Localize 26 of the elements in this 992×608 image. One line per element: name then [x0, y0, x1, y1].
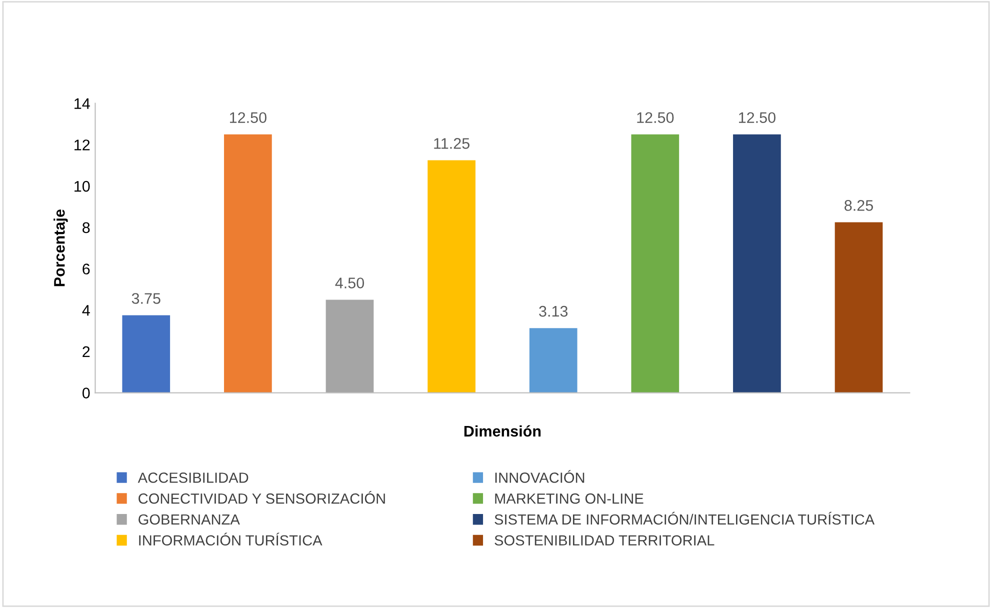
y-tick-label: 4 — [82, 305, 90, 316]
y-tick-label: 2 — [82, 346, 90, 357]
data-label: 12.50 — [739, 112, 776, 124]
data-label: 12.50 — [230, 112, 266, 124]
y-axis-title: Porcentaje — [54, 210, 68, 286]
y-tick-label: 12 — [74, 140, 90, 150]
data-label: 3.13 — [539, 306, 568, 317]
x-axis-title: Dimensión — [464, 425, 541, 437]
data-label: 3.75 — [132, 293, 160, 304]
legend-label: SOSTENIBILIDAD TERRITORIAL — [494, 535, 714, 546]
data-label: 8.25 — [844, 200, 873, 211]
y-tick-label: 14 — [74, 98, 90, 109]
data-label: 12.50 — [637, 112, 674, 124]
legend-label: SISTEMA DE INFORMACIÓN/INTELIGENCIA TURÍSTICA — [494, 512, 875, 525]
y-tick-label: 10 — [74, 180, 90, 192]
legend-label: GOBERNANZA — [138, 514, 240, 525]
legend-label: ACCESIBILIDAD — [138, 472, 248, 483]
legend-label: INNOVACIÓN — [495, 470, 584, 483]
legend-label: INFORMACIÓN TURÍSTICA — [139, 532, 322, 546]
y-tick-label: 0 — [82, 388, 90, 398]
data-label: 11.25 — [434, 138, 470, 149]
y-tick-label: 8 — [82, 222, 90, 234]
y-tick-label: 6 — [82, 264, 90, 274]
legend-label: MARKETING ON-LINE — [495, 493, 644, 504]
legend-label: CONECTIVIDAD Y SENSORIZACIÓN — [138, 490, 385, 504]
data-label: 4.50 — [335, 278, 364, 288]
